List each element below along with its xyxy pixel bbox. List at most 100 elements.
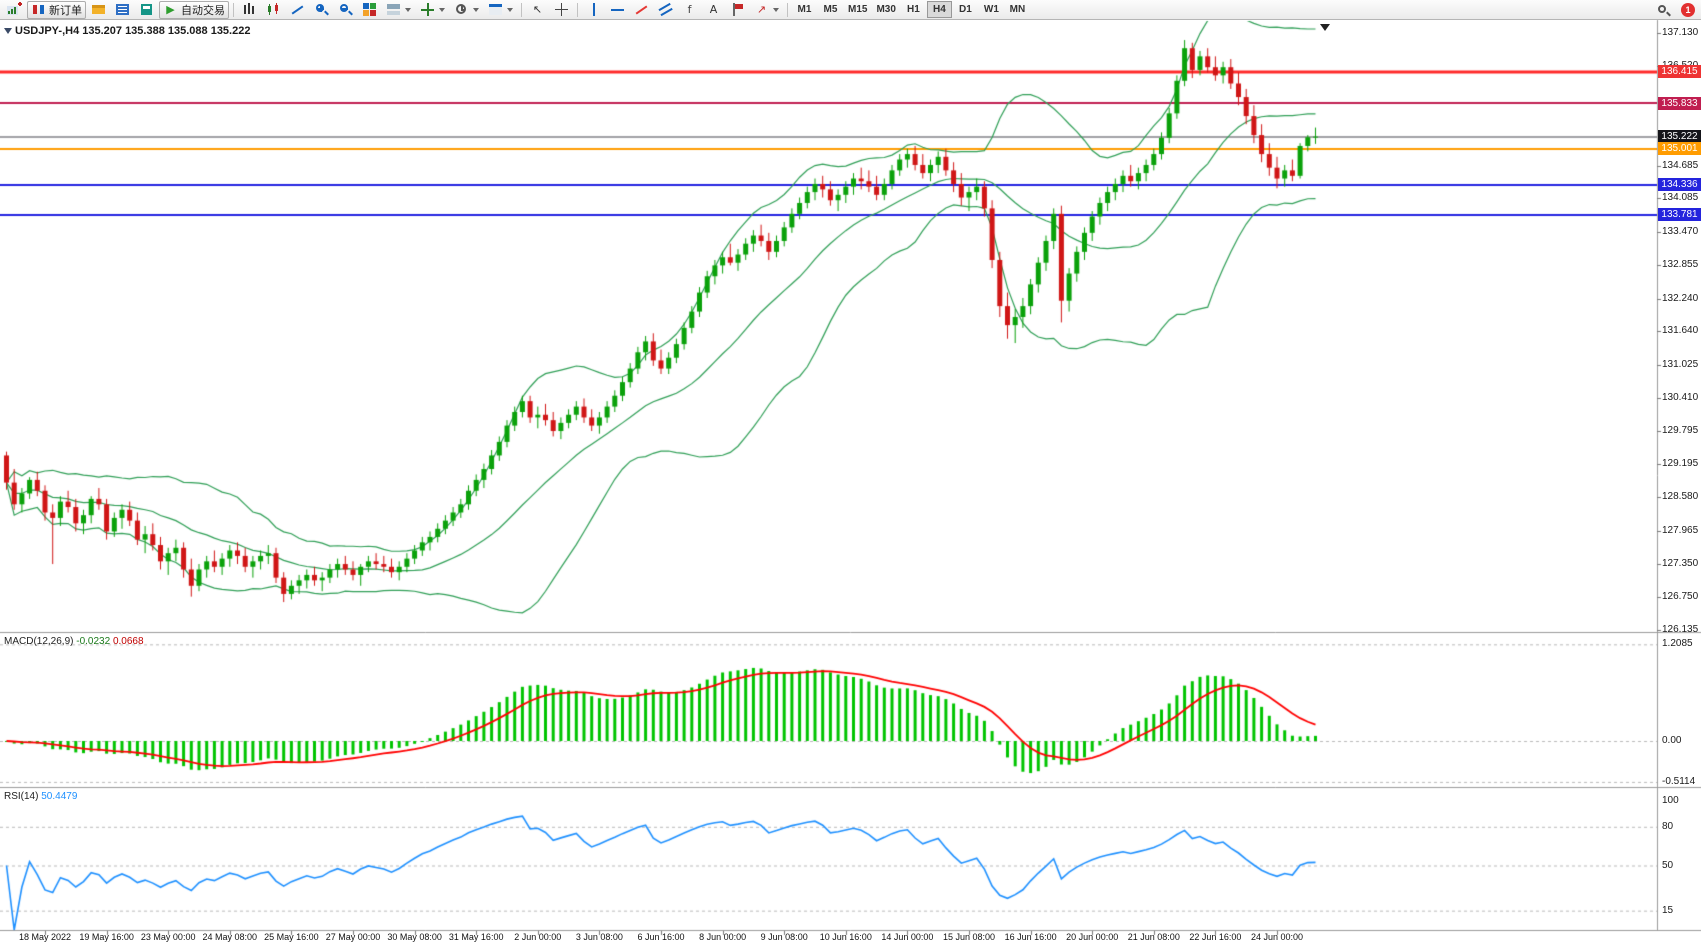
- price-axis-label: 129.795: [1662, 425, 1699, 437]
- indicators-button[interactable]: [416, 1, 449, 19]
- zoom-in-button[interactable]: [310, 1, 333, 19]
- line-chart-button[interactable]: [286, 1, 309, 19]
- tile-windows-button[interactable]: [358, 1, 381, 19]
- channel-button[interactable]: [654, 1, 677, 19]
- rsi-scale-label: 15: [1662, 904, 1674, 916]
- timeframe-button-M1[interactable]: M1: [792, 1, 817, 18]
- price-marker-133.781: 133.781: [1658, 208, 1701, 222]
- cursor-icon: ↖: [532, 3, 543, 16]
- time-axis-label: 8 Jun 00:00: [699, 932, 747, 942]
- price-axis-label: 128.580: [1662, 491, 1699, 503]
- toolbar: 新订单 ▶ 自动交易 ↖ f A ↗ M1 M5 M15 M30 H1 H4 D1 W1 MN 1: [0, 0, 1701, 20]
- macd-label: MACD(12,26,9) -0.0232 0.0668: [4, 636, 144, 647]
- vline-icon: [586, 2, 601, 17]
- time-axis-label: 15 Jun 08:00: [942, 932, 996, 942]
- fibonacci-button[interactable]: f: [678, 1, 701, 19]
- symbol-info: USDJPY-,H4 135.207 135.388 135.088 135.2…: [15, 25, 251, 37]
- rsi-scale-label: 50: [1662, 859, 1674, 871]
- timeframe-button-M15[interactable]: M15: [844, 1, 871, 18]
- price-marker-135.222: 135.222: [1658, 130, 1701, 144]
- price-axis-label: 126.135: [1662, 624, 1699, 636]
- macd-scale-label: 1.2085: [1662, 638, 1693, 650]
- timeframe-button-MN[interactable]: MN: [1005, 1, 1030, 18]
- time-axis-label: 18 May 2022: [18, 932, 72, 942]
- cursor-button[interactable]: ↖: [526, 1, 549, 19]
- timeframe-button-H4[interactable]: H4: [926, 1, 952, 18]
- crosshair-button[interactable]: [550, 1, 573, 19]
- market-watch-icon: [115, 2, 130, 17]
- fibo-icon: f: [687, 3, 692, 16]
- timeframe-button-H1[interactable]: H1: [901, 1, 926, 18]
- search-button[interactable]: [1651, 1, 1674, 19]
- time-axis-label: 24 Jun 00:00: [1250, 932, 1304, 942]
- zoom-out-button[interactable]: [334, 1, 357, 19]
- indicators-icon: [420, 2, 435, 17]
- label-button[interactable]: [726, 1, 749, 19]
- new-chart-button[interactable]: [3, 1, 26, 19]
- history-center-button[interactable]: [87, 1, 110, 19]
- crosshair-icon: [554, 2, 569, 17]
- auto-arrange-button[interactable]: [382, 1, 415, 19]
- navigator-icon: [139, 2, 154, 17]
- one-click-trading-toggle[interactable]: [4, 28, 12, 34]
- arrows-button[interactable]: ↗: [750, 1, 783, 19]
- time-axis-label: 25 May 16:00: [264, 932, 319, 942]
- hline-icon: [610, 2, 625, 17]
- rsi-name: RSI(14): [4, 791, 39, 802]
- price-axis-label: 127.350: [1662, 558, 1699, 570]
- price-axis-label: 131.025: [1662, 358, 1699, 370]
- text-button[interactable]: A: [702, 1, 725, 19]
- navigator-button[interactable]: [135, 1, 158, 19]
- price-axis-label: 133.470: [1662, 225, 1699, 237]
- macd-scale-label: -0.5114: [1662, 775, 1696, 787]
- price-marker-134.336: 134.336: [1658, 178, 1701, 192]
- chart-shift-marker[interactable]: [1320, 24, 1330, 31]
- play-icon: ▶: [166, 3, 175, 16]
- price-marker-135.833: 135.833: [1658, 96, 1701, 110]
- macd-main-value: -0.0232: [76, 636, 111, 647]
- line-icon: [290, 2, 305, 17]
- candlestick-chart-button[interactable]: [262, 1, 285, 19]
- text-icon: A: [709, 3, 718, 16]
- time-axis-label: 31 May 16:00: [448, 932, 504, 942]
- time-axis-label: 30 May 08:00: [387, 932, 442, 942]
- trendline-button[interactable]: [630, 1, 653, 19]
- timeframe-button-M5[interactable]: M5: [818, 1, 843, 18]
- history-icon: [91, 2, 106, 17]
- rsi-label: RSI(14) 50.4479: [4, 791, 77, 802]
- periods-button[interactable]: [450, 1, 483, 19]
- new-order-button[interactable]: 新订单: [27, 0, 86, 19]
- price-axis-label: 126.750: [1662, 590, 1699, 602]
- bar-chart-button[interactable]: [238, 1, 261, 19]
- chevron-down-icon: [405, 7, 411, 12]
- candles-icon: [266, 2, 281, 17]
- time-axis-label: 21 Jun 08:00: [1127, 932, 1180, 942]
- arrange-icon: [386, 2, 401, 17]
- time-axis-label: 10 Jun 16:00: [819, 932, 872, 942]
- price-axis-label: 134.085: [1662, 192, 1699, 204]
- notification-badge[interactable]: 1: [1681, 2, 1695, 17]
- templates-button[interactable]: [484, 1, 517, 19]
- chevron-down-icon: [473, 7, 479, 12]
- channel-icon: [658, 2, 673, 17]
- toolbar-right-group: 1: [1651, 1, 1698, 19]
- vertical-line-button[interactable]: [582, 1, 605, 19]
- time-axis-label: 6 Jun 16:00: [637, 932, 685, 942]
- price-axis-label: 134.685: [1662, 159, 1699, 171]
- time-axis-label: 27 May 00:00: [325, 932, 381, 942]
- market-watch-button[interactable]: [111, 1, 134, 19]
- arrows-icon: ↗: [756, 3, 767, 16]
- toolbar-separator: [521, 2, 522, 17]
- toolbar-separator: [787, 2, 788, 17]
- timeframe-button-D1[interactable]: D1: [953, 1, 978, 18]
- zoom-out-icon: [338, 2, 353, 17]
- time-axis-label: 19 May 16:00: [79, 932, 134, 942]
- timeframe-button-W1[interactable]: W1: [979, 1, 1004, 18]
- timeframe-button-M30[interactable]: M30: [872, 1, 899, 18]
- chart-plus-icon: [7, 2, 22, 17]
- chevron-down-icon: [507, 7, 513, 12]
- horizontal-line-button[interactable]: [606, 1, 629, 19]
- price-axis-label: 137.130: [1662, 27, 1699, 38]
- auto-trading-button[interactable]: ▶ 自动交易: [159, 0, 229, 19]
